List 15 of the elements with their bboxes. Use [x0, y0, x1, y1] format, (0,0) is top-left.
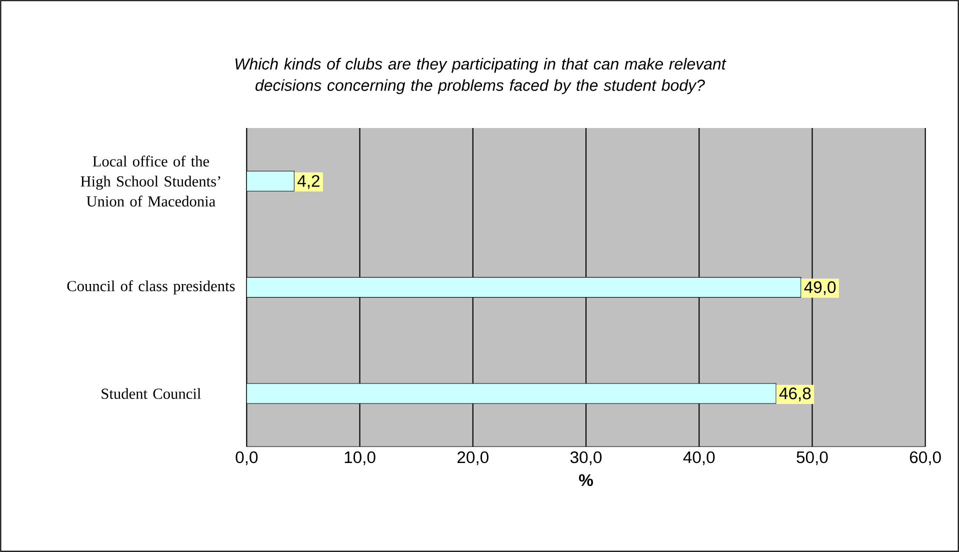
y-tick-label: Council of class presidents: [67, 280, 235, 294]
chart-title: Which kinds of clubs are they participating in that can make relevant decisions concerning the problems faced by the student body?: [235, 58, 726, 94]
data-label: 4,2: [297, 175, 320, 189]
data-label: 46,8: [779, 388, 811, 402]
data-label: 49,0: [804, 281, 836, 296]
x-tick-label: 10,0: [344, 451, 376, 466]
x-tick-label: 50,0: [796, 451, 828, 466]
x-tick-label: 40,0: [683, 451, 715, 466]
x-tick-label: 0,0: [236, 451, 258, 466]
x-tick-label: 30,0: [570, 451, 602, 466]
x-tick-label: 60,0: [910, 451, 941, 466]
x-axis-title: %: [579, 474, 593, 486]
y-tick-label: Local office of the High School Students’ Union of Macedonia: [80, 156, 220, 207]
x-tick-label: 20,0: [458, 451, 488, 466]
y-tick-label: Student Council: [102, 388, 201, 399]
